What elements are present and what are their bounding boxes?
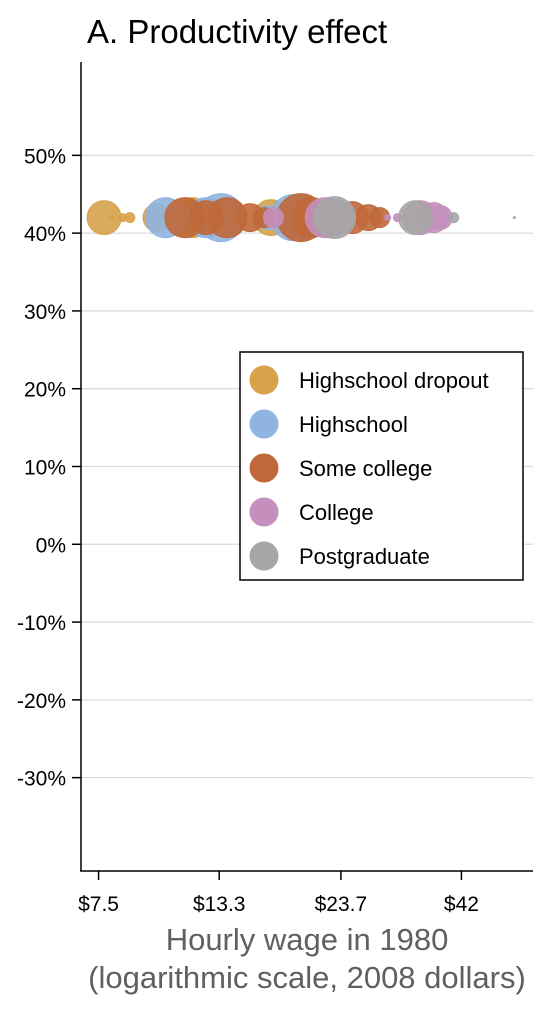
point-college (384, 214, 392, 222)
point-highschool-dropout (124, 212, 136, 224)
y-tick-label: 10% (24, 457, 66, 480)
point-highschool-dropout (86, 200, 122, 236)
legend-swatch-highschool-dropout (249, 365, 279, 395)
y-tick-label: 0% (36, 534, 66, 557)
x-tick-label: $13.3 (193, 893, 246, 916)
y-tick-label: 30% (24, 301, 66, 324)
legend-label-some-college: Some college (299, 456, 432, 481)
legend: Highschool dropout Highschool Some college… (239, 351, 524, 581)
y-tick-label: -10% (17, 612, 66, 635)
y-tick-label: 50% (24, 145, 66, 168)
legend-items: Highschool dropout Highschool Some college… (249, 365, 489, 571)
y-tick-label: 20% (24, 379, 66, 402)
y-axis-ticks: 50% 40% 30% 20% 10% 0% -10% -20% -30% (17, 145, 81, 791)
point-postgraduate (398, 200, 434, 236)
legend-swatch-some-college (249, 453, 279, 483)
y-tick-label: -20% (17, 690, 66, 713)
x-axis-ticks: $7.5 $13.3 $23.7 $42 (78, 871, 479, 916)
point-postgraduate (313, 196, 357, 240)
chart-title: A. Productivity effect (87, 13, 387, 50)
legend-label-highschool-dropout: Highschool dropout (299, 368, 489, 393)
x-tick-label: $42 (444, 893, 479, 916)
legend-box (239, 351, 524, 581)
data-points (86, 193, 516, 243)
legend-label-highschool: Highschool (299, 412, 408, 437)
legend-label-college: College (299, 500, 374, 525)
legend-swatch-college (249, 497, 279, 527)
legend-swatch-postgraduate (249, 541, 279, 571)
x-tick-label: $7.5 (78, 893, 119, 916)
point-postgraduate (512, 216, 516, 220)
x-axis-label-line-2: (logarithmic scale, 2008 dollars) (88, 960, 526, 995)
point-postgraduate (448, 212, 460, 224)
x-tick-label: $23.7 (315, 893, 368, 916)
point-college (262, 207, 284, 229)
y-tick-label: -30% (17, 768, 66, 791)
x-axis-label-line-1: Hourly wage in 1980 (166, 922, 449, 957)
y-tick-label: 40% (24, 223, 66, 246)
point-highschool-dropout (109, 215, 115, 221)
legend-swatch-highschool (249, 409, 279, 439)
legend-label-postgraduate: Postgraduate (299, 544, 430, 569)
